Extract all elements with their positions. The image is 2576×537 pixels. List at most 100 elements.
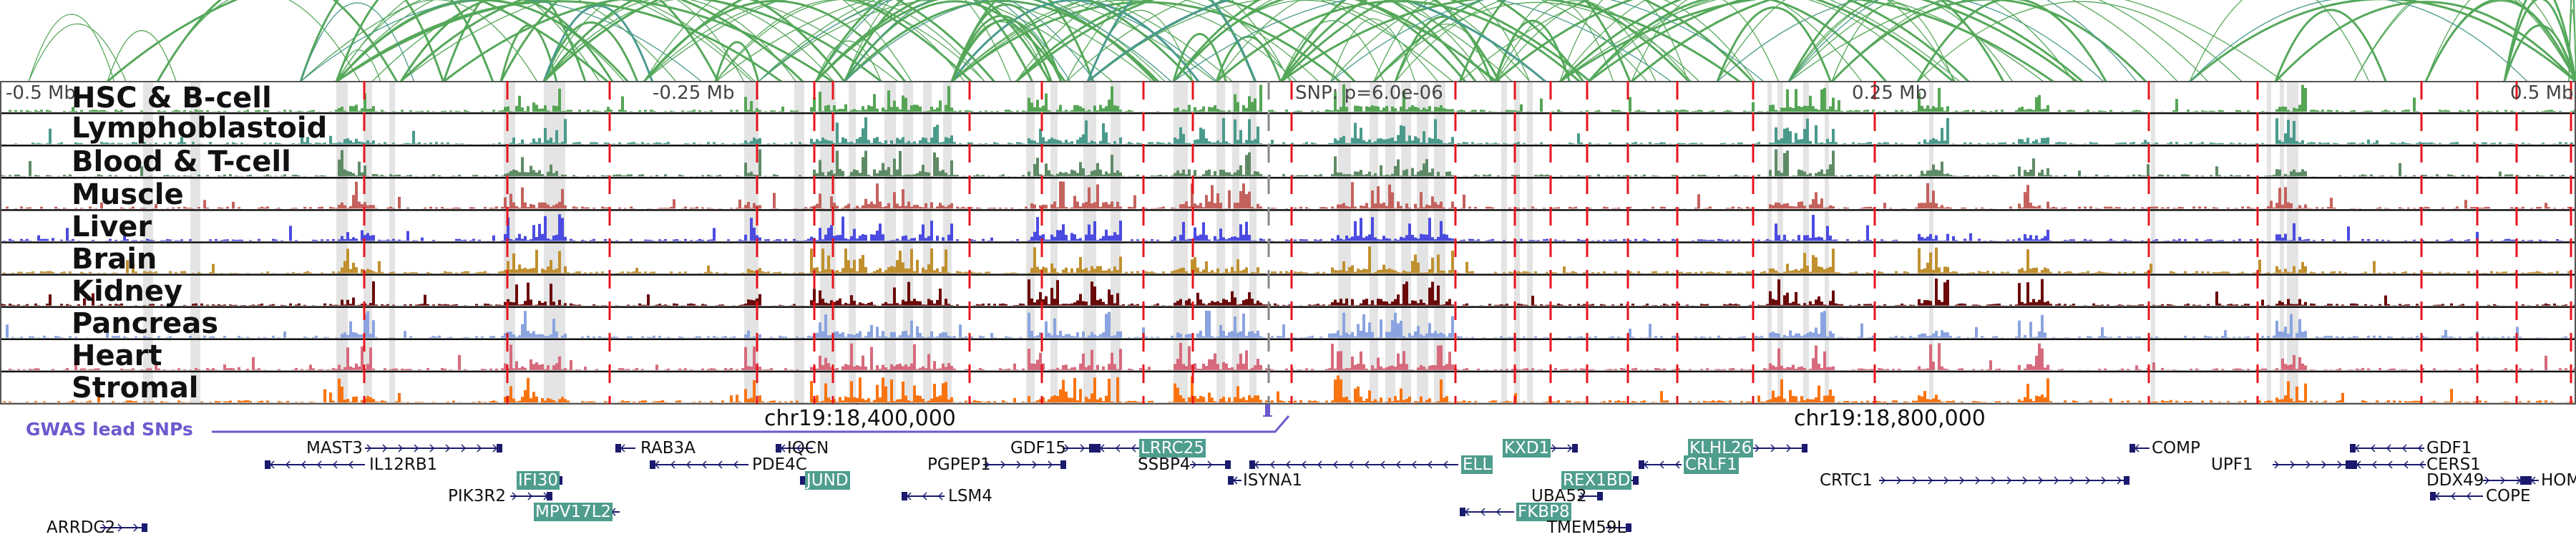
gene-pik3r2[interactable]: PIK3R2	[0, 487, 2576, 505]
loop-arc-green	[758, 0, 1153, 82]
loop-arc-green	[1588, 0, 2078, 82]
loop-arc-green	[2274, 1, 2576, 82]
gene-jund[interactable]: JUND	[0, 471, 2576, 490]
gene-uba52[interactable]: UBA52	[0, 487, 2576, 505]
gene-structure-icon	[510, 492, 552, 500]
gene-label: ELL	[1461, 455, 1493, 474]
gene-mast3[interactable]: MAST3	[0, 439, 2576, 458]
signal-area	[0, 375, 2576, 402]
strand-arrow-icon	[2038, 476, 2044, 485]
gene-crlf1[interactable]: CRLF1	[0, 455, 2576, 474]
gene-upf1[interactable]: UPF1	[0, 455, 2576, 474]
gene-klhl26[interactable]: KLHL26	[0, 439, 2576, 458]
loop-arc-teal	[542, 4, 654, 82]
exon-block	[2129, 444, 2135, 453]
gene-label: COMP	[2152, 439, 2200, 458]
loop-arc-green	[814, 0, 1051, 82]
gene-lrrc25[interactable]: LRRC25	[0, 439, 2576, 458]
strand-arrow-icon	[117, 523, 123, 532]
gene-gdf15[interactable]: GDF15	[0, 439, 2576, 458]
gene-hom[interactable]: HOM	[0, 471, 2576, 490]
loop-arc-green	[2353, 0, 2576, 82]
exon-block	[615, 444, 621, 453]
gene-tmem59l[interactable]: TMEM59L	[0, 518, 2576, 537]
gene-label: IL12RB1	[369, 455, 438, 474]
gene-pgpep1[interactable]: PGPEP1	[0, 455, 2576, 474]
loop-arc-green	[107, 0, 609, 82]
gene-il12rb1[interactable]: IL12RB1	[0, 455, 2576, 474]
strand-arrow-icon	[1755, 444, 1760, 453]
loop-arc-green	[336, 0, 782, 82]
loop-arc-teal	[2189, 0, 2528, 82]
strand-arrow-icon	[1032, 460, 1038, 469]
strand-arrow-icon	[445, 444, 451, 453]
gene-iqcn[interactable]: IQCN	[0, 439, 2576, 458]
loop-arc-green	[335, 0, 629, 82]
gwas-snp-marker[interactable]	[1265, 405, 1270, 416]
strand-arrow-icon	[2417, 444, 2423, 453]
gene-label: FKBP8	[1516, 503, 1571, 521]
loop-arc-green	[643, 0, 985, 82]
track-label-hsc-b-cell: HSC & B-cell	[72, 82, 272, 115]
gene-fkbp8[interactable]: FKBP8	[0, 503, 2576, 521]
gene-rab3a[interactable]: RAB3A	[0, 439, 2576, 458]
gene-structure-icon	[902, 492, 945, 500]
strand-arrow-icon	[1207, 460, 1213, 469]
strand-arrow-icon	[461, 444, 467, 453]
loop-arc-teal	[1788, 0, 2137, 82]
strand-arrow-icon	[1131, 444, 1136, 453]
strand-arrow-icon	[1301, 460, 1307, 469]
strand-arrow-icon	[922, 492, 927, 500]
gene-pde4c[interactable]: PDE4C	[0, 455, 2576, 474]
gene-comp[interactable]: COMP	[0, 439, 2576, 458]
gene-gdf1[interactable]: GDF1	[0, 439, 2576, 458]
loop-arc-teal	[844, 0, 1096, 82]
strand-arrow-icon	[2450, 492, 2456, 500]
loop-arc-green	[1065, 0, 1513, 82]
gene-kxd1[interactable]: KXD1	[0, 439, 2576, 458]
gene-structure-icon	[2350, 444, 2424, 453]
strand-arrow-icon	[686, 460, 691, 469]
exon-block	[1249, 460, 1255, 469]
gene-structure-icon	[1579, 492, 1603, 500]
loop-arc-green	[1831, 0, 2209, 82]
strand-arrow-icon	[348, 460, 353, 469]
loop-arc-green	[643, 0, 907, 82]
gene-structure-icon	[1249, 460, 1458, 469]
gene-lsm4[interactable]: LSM4	[0, 487, 2576, 505]
loop-arc-green	[300, 0, 753, 82]
strand-arrow-icon	[937, 492, 943, 500]
gene-arrdc2[interactable]: ARRDC2	[0, 518, 2576, 537]
strand-arrow-icon	[717, 460, 723, 469]
gene-isyna1[interactable]: ISYNA1	[0, 471, 2576, 490]
loop-arc-green	[814, 0, 1194, 82]
loop-arc-green	[542, 0, 972, 82]
gene-ell[interactable]: ELL	[0, 455, 2576, 474]
strand-arrow-icon	[2306, 460, 2311, 469]
gene-ddx49[interactable]: DDX49	[0, 471, 2576, 490]
strand-arrow-icon	[2321, 460, 2327, 469]
axis-label-minus-0.25mb: -0.25 Mb	[653, 82, 735, 104]
strand-arrow-icon	[1285, 460, 1291, 469]
gene-cope[interactable]: COPE	[0, 487, 2576, 505]
strand-arrow-icon	[1480, 508, 1485, 516]
gene-label: PGPEP1	[927, 455, 991, 474]
signal-track-stromal	[0, 375, 2576, 402]
gene-ifi30[interactable]: IFI30	[0, 471, 2576, 490]
strand-arrow-icon	[1770, 444, 1776, 453]
loop-arc-green	[1788, 0, 2013, 82]
exon-block	[2350, 444, 2356, 453]
gene-mpv17l2[interactable]: MPV17L2	[0, 503, 2576, 521]
strand-arrow-icon	[2403, 460, 2409, 469]
gene-cers1[interactable]: CERS1	[0, 455, 2576, 474]
loop-arc-green	[2189, 0, 2576, 82]
loop-arc-green	[1216, 0, 1581, 82]
gene-ssbp4[interactable]: SSBP4	[0, 455, 2576, 474]
exon-block	[497, 444, 502, 453]
gene-crtc1[interactable]: CRTC1	[0, 471, 2576, 490]
loop-arc-green	[950, 19, 1063, 82]
strand-arrow-icon	[1580, 492, 1586, 500]
gwas-lead-snps-label: GWAS lead SNPs	[26, 419, 193, 440]
loop-arc-green	[1559, 0, 1863, 82]
gene-rex1bd[interactable]: REX1BD	[0, 471, 2576, 490]
